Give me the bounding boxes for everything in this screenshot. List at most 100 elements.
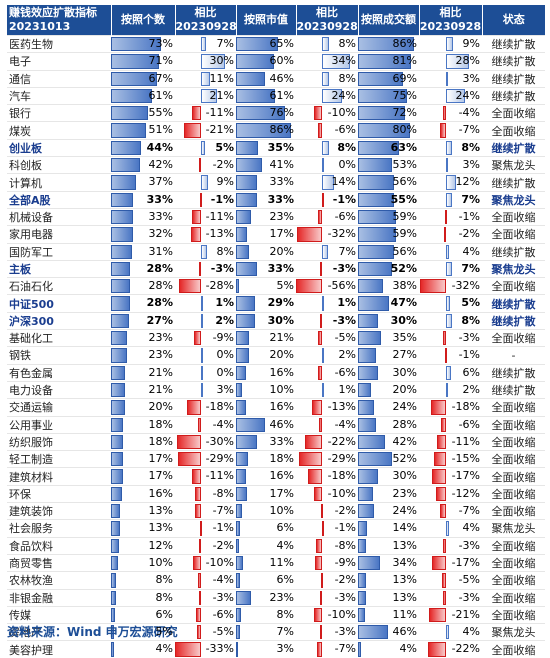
- value-bar: [358, 469, 378, 484]
- percent-value: 72%: [392, 106, 417, 120]
- percent-value: 28%: [148, 279, 173, 293]
- change-value: 3%: [462, 158, 480, 172]
- change-cell: -28%: [175, 277, 236, 295]
- value-bar: [111, 538, 120, 553]
- change-value: -3%: [332, 261, 356, 275]
- value-cell: 81%: [358, 52, 419, 71]
- value-cell: 17%: [111, 450, 175, 468]
- change-value: -12%: [451, 486, 480, 500]
- value-cell: 16%: [111, 484, 175, 503]
- percent-value: 52%: [392, 452, 417, 466]
- change-value: -22%: [451, 642, 480, 656]
- positive-change-bar: [200, 54, 225, 69]
- percent-value: 60%: [269, 54, 294, 68]
- value-cell: 23%: [358, 484, 419, 503]
- positive-change-bar: [200, 71, 210, 86]
- value-bar: [236, 400, 247, 415]
- percent-value: 33%: [267, 261, 294, 275]
- value-bar: [236, 573, 240, 588]
- table-row: 商贸零售 10% -10% 11% -9% 34% -17% 全面收缩: [7, 553, 545, 572]
- percent-value: 16%: [269, 365, 294, 379]
- percent-value: 30%: [392, 365, 417, 379]
- value-bar: [358, 400, 374, 415]
- negative-change-bar: [192, 209, 201, 225]
- change-value: -22%: [327, 434, 356, 448]
- change-cell: -21%: [419, 605, 482, 624]
- value-cell: 35%: [236, 138, 296, 157]
- change-cell: 0%: [175, 346, 236, 365]
- value-cell: 33%: [111, 207, 175, 226]
- change-cell: 30%: [175, 52, 236, 71]
- value-cell: 30%: [358, 363, 419, 382]
- change-cell: 4%: [419, 623, 482, 641]
- row-name: 通信: [7, 69, 111, 88]
- percent-value: 81%: [392, 54, 417, 68]
- value-cell: 11%: [236, 553, 296, 572]
- value-cell: 5%: [236, 277, 296, 295]
- value-bar: [111, 192, 134, 207]
- percent-value: 5%: [276, 279, 294, 293]
- positive-change-bar: [200, 175, 209, 190]
- positive-change-bar: [445, 158, 449, 173]
- change-cell: 24%: [296, 86, 358, 105]
- table-row: 食品饮料 12% -2% 4% -8% 13% -3% 全面收缩: [7, 536, 545, 555]
- row-name: 非银金融: [7, 588, 111, 607]
- change-cell: 5%: [419, 294, 482, 313]
- change-value: -1%: [334, 521, 356, 535]
- positive-change-bar: [322, 71, 329, 86]
- value-bar: [236, 261, 258, 277]
- value-bar: [111, 452, 123, 467]
- value-bar: [358, 313, 378, 329]
- percent-value: 56%: [392, 244, 417, 258]
- change-cell: -33%: [175, 640, 236, 658]
- change-cell: 8%: [419, 311, 482, 330]
- value-bar: [236, 296, 255, 311]
- positive-change-bar: [445, 365, 451, 380]
- value-bar: [111, 521, 120, 536]
- status-cell: 全面收缩: [482, 398, 545, 417]
- change-cell: 8%: [296, 69, 358, 88]
- change-cell: -5%: [419, 571, 482, 589]
- row-name: 公用事业: [7, 415, 111, 434]
- percent-value: 24%: [392, 400, 417, 414]
- negative-change-bar: [443, 331, 446, 346]
- value-cell: 21%: [236, 329, 296, 347]
- value-cell: 8%: [111, 588, 175, 607]
- value-cell: 61%: [236, 86, 296, 105]
- row-name: 有色金属: [7, 363, 111, 382]
- percent-value: 63%: [390, 140, 417, 154]
- value-cell: 28%: [111, 277, 175, 295]
- percent-value: 27%: [146, 313, 173, 327]
- status-cell: 全面收缩: [482, 329, 545, 347]
- percent-value: 20%: [269, 244, 294, 258]
- header-row: 赚钱效应扩散指标 20231013 按照个数 相比 20230928 按照市值 相比 2023…: [7, 5, 545, 36]
- value-cell: 23%: [236, 207, 296, 226]
- value-bar: [236, 590, 251, 605]
- status-cell: 全面收缩: [482, 484, 545, 503]
- change-cell: 1%: [296, 294, 358, 313]
- turnover-header: 按照成交额: [357, 5, 419, 36]
- positive-change-bar: [322, 244, 328, 259]
- table-row: 通信 67% 11% 46% 8% 69% 3% 继续扩散: [7, 69, 545, 88]
- change-cell: 2%: [296, 346, 358, 365]
- value-cell: 30%: [236, 311, 296, 330]
- change-value: -6%: [458, 417, 480, 431]
- change-value: 7%: [338, 244, 356, 258]
- value-bar: [358, 209, 397, 225]
- value-cell: 10%: [236, 502, 296, 520]
- negative-change-bar: [321, 521, 324, 536]
- change-value: -10%: [205, 555, 234, 569]
- value-bar: [358, 331, 381, 346]
- change-value: 8%: [338, 37, 356, 50]
- change-value: 5%: [215, 140, 234, 154]
- value-bar: [358, 625, 388, 640]
- change-value: 5%: [461, 296, 480, 310]
- value-bar: [111, 279, 131, 294]
- positive-change-bar: [322, 158, 325, 173]
- change-value: -2%: [458, 227, 480, 241]
- value-cell: 73%: [111, 34, 175, 53]
- change-value: 0%: [216, 365, 234, 379]
- change-cell: -22%: [296, 432, 358, 451]
- value-cell: 71%: [111, 52, 175, 71]
- percent-value: 18%: [269, 452, 294, 466]
